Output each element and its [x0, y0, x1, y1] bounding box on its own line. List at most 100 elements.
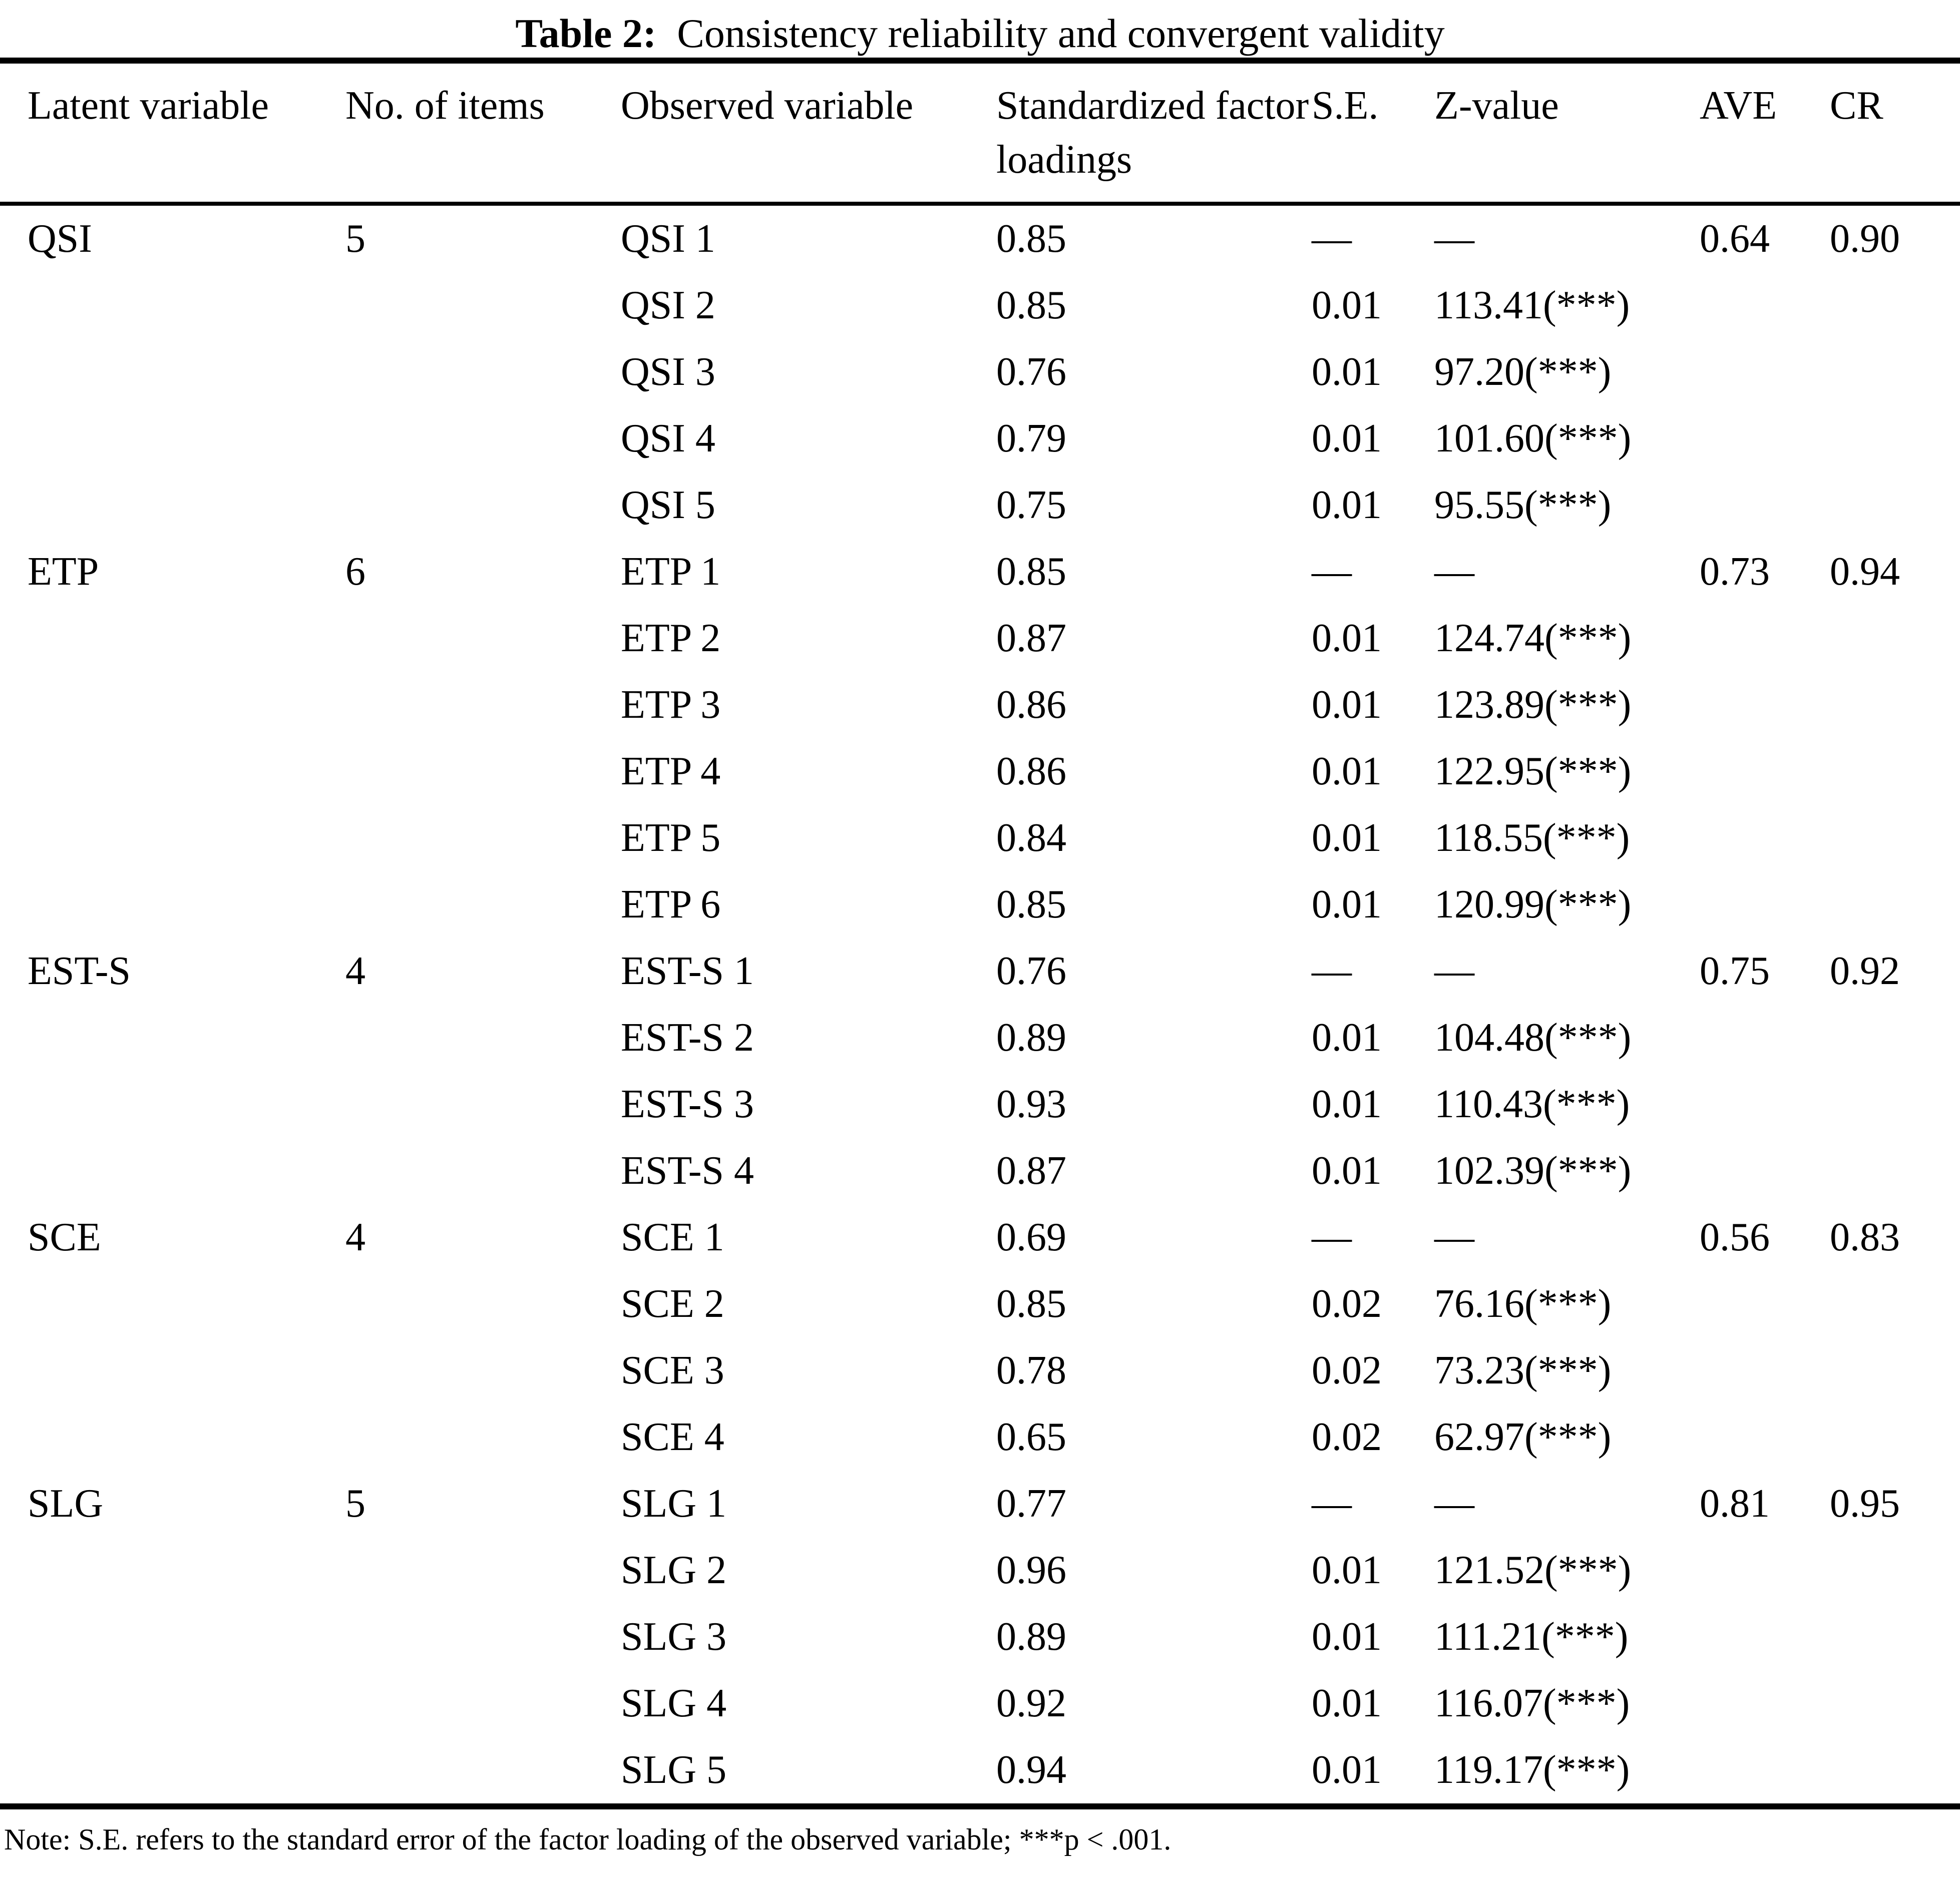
cell-cr: [1830, 672, 1960, 738]
cell-cr: [1830, 405, 1960, 472]
cell-latent-variable: ETP: [28, 550, 99, 594]
cell-standardized-factor-loading: 0.85: [996, 283, 1066, 327]
cell-no-of-items: [345, 1404, 621, 1471]
table-title-text: Consistency reliability and convergent v…: [677, 11, 1445, 56]
cell-z-value: —: [1434, 1482, 1474, 1526]
cell-se: 0.01: [1312, 749, 1382, 793]
cell-no-of-items: [345, 1670, 621, 1737]
cell-ave: [1700, 1537, 1830, 1604]
cell-no-of-items: [345, 1604, 621, 1670]
cell-latent-variable: [0, 738, 345, 805]
cell-se: 0.02: [1312, 1415, 1382, 1459]
table-row: SLG 2 0.96 0.01 121.52(***): [0, 1537, 1960, 1604]
cell-z-value: 118.55(***): [1434, 816, 1630, 860]
cell-ave: 0.75: [1700, 949, 1770, 993]
column-header-latent-variable: Latent variable: [0, 61, 345, 206]
cell-z-value: —: [1434, 217, 1474, 261]
cell-standardized-factor-loading: 0.89: [996, 1615, 1066, 1659]
cell-no-of-items: [345, 405, 621, 472]
table-row: QSI 4 0.79 0.01 101.60(***): [0, 405, 1960, 472]
cell-no-of-items: [345, 1005, 621, 1071]
cell-se: 0.01: [1312, 616, 1382, 660]
cell-se: 0.01: [1312, 1681, 1382, 1725]
cell-latent-variable: [0, 1537, 345, 1604]
table-row: ETP 3 0.86 0.01 123.89(***): [0, 672, 1960, 738]
cell-z-value: 116.07(***): [1434, 1681, 1630, 1725]
cell-latent-variable: [0, 1071, 345, 1138]
cell-standardized-factor-loading: 0.84: [996, 816, 1066, 860]
cell-latent-variable: [0, 1337, 345, 1404]
table-row: EST-S 3 0.93 0.01 110.43(***): [0, 1071, 1960, 1138]
cell-standardized-factor-loading: 0.85: [996, 217, 1066, 261]
cell-standardized-factor-loading: 0.89: [996, 1016, 1066, 1060]
cell-standardized-factor-loading: 0.69: [996, 1215, 1066, 1259]
column-header-observed-variable: Observed variable: [621, 61, 996, 206]
cell-latent-variable: [0, 1271, 345, 1337]
cell-ave: [1700, 605, 1830, 672]
cell-se: —: [1312, 550, 1352, 594]
cell-se: —: [1312, 217, 1352, 261]
cell-latent-variable: [0, 1138, 345, 1204]
cell-observed-variable: EST-S 3: [621, 1082, 754, 1126]
cell-z-value: 111.21(***): [1434, 1615, 1629, 1659]
cell-observed-variable: SCE 4: [621, 1415, 724, 1459]
cell-observed-variable: ETP 5: [621, 816, 721, 860]
cell-se: —: [1312, 1482, 1352, 1526]
cell-observed-variable: ETP 3: [621, 683, 721, 727]
cell-latent-variable: [0, 1737, 345, 1806]
cell-no-of-items: [345, 1138, 621, 1204]
cell-ave: [1700, 272, 1830, 339]
cell-observed-variable: SLG 5: [621, 1748, 727, 1792]
table-body: QSI 5 QSI 1 0.85 — — 0.64 0.90 QSI 2 0.8…: [0, 204, 1960, 1806]
cell-cr: [1830, 1138, 1960, 1204]
cell-ave: [1700, 1005, 1830, 1071]
table-row: SCE 4 0.65 0.02 62.97(***): [0, 1404, 1960, 1471]
cell-cr: [1830, 1337, 1960, 1404]
cell-ave: [1700, 738, 1830, 805]
cell-z-value: —: [1434, 1215, 1474, 1259]
cell-ave: 0.73: [1700, 550, 1770, 594]
cell-z-value: —: [1434, 550, 1474, 594]
cell-latent-variable: [0, 805, 345, 871]
cell-ave: [1700, 871, 1830, 938]
cell-cr: [1830, 272, 1960, 339]
table-row: QSI 3 0.76 0.01 97.20(***): [0, 339, 1960, 405]
cell-observed-variable: QSI 2: [621, 283, 715, 327]
cell-no-of-items: [345, 605, 621, 672]
cell-cr: 0.90: [1830, 217, 1900, 261]
cell-no-of-items: [345, 738, 621, 805]
cell-ave: 0.81: [1700, 1482, 1770, 1526]
cell-standardized-factor-loading: 0.79: [996, 416, 1066, 460]
cell-standardized-factor-loading: 0.85: [996, 882, 1066, 926]
cell-latent-variable: [0, 339, 345, 405]
cell-cr: [1830, 339, 1960, 405]
cell-z-value: 101.60(***): [1434, 416, 1632, 460]
column-header-no-of-items: No. of items: [345, 61, 621, 206]
cell-ave: [1700, 672, 1830, 738]
cell-cr: [1830, 1271, 1960, 1337]
cell-se: 0.01: [1312, 1082, 1382, 1126]
cell-z-value: 120.99(***): [1434, 882, 1632, 926]
cell-no-of-items: 4: [345, 1215, 365, 1259]
cell-standardized-factor-loading: 0.87: [996, 616, 1066, 660]
cell-ave: 0.56: [1700, 1215, 1770, 1259]
cell-standardized-factor-loading: 0.86: [996, 683, 1066, 727]
cell-no-of-items: [345, 339, 621, 405]
cell-standardized-factor-loading: 0.75: [996, 483, 1066, 527]
column-header-se: S.E.: [1312, 61, 1434, 206]
cell-latent-variable: [0, 405, 345, 472]
cell-no-of-items: [345, 1537, 621, 1604]
cell-observed-variable: ETP 4: [621, 749, 721, 793]
table-row: SLG 5 0.94 0.01 119.17(***): [0, 1737, 1960, 1806]
cell-standardized-factor-loading: 0.78: [996, 1348, 1066, 1392]
cell-cr: 0.92: [1830, 949, 1900, 993]
cell-z-value: 121.52(***): [1434, 1548, 1632, 1592]
cell-se: 0.01: [1312, 683, 1382, 727]
cell-standardized-factor-loading: 0.76: [996, 949, 1066, 993]
table-row: ETP 2 0.87 0.01 124.74(***): [0, 605, 1960, 672]
cell-latent-variable: [0, 1005, 345, 1071]
cell-z-value: 124.74(***): [1434, 616, 1632, 660]
cell-observed-variable: SCE 3: [621, 1348, 724, 1392]
cell-se: 0.01: [1312, 350, 1382, 394]
cell-cr: [1830, 472, 1960, 539]
